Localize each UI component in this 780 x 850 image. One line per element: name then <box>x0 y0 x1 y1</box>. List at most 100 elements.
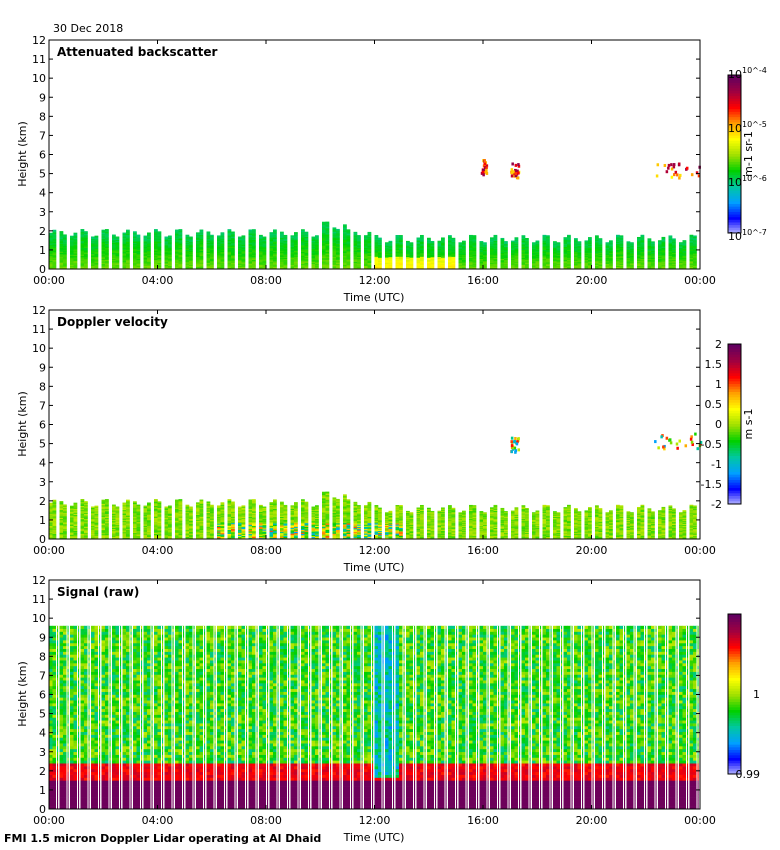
field-cell <box>343 224 347 227</box>
field-cell <box>553 262 557 264</box>
field-cell <box>252 229 256 231</box>
field-cell <box>59 245 64 247</box>
field-cell <box>546 252 550 254</box>
field-cell <box>105 251 109 254</box>
field-cell <box>91 262 95 264</box>
field-cell <box>514 252 519 254</box>
field-cell <box>126 266 130 268</box>
field-cell <box>80 247 85 250</box>
field-cell <box>105 243 109 246</box>
field-cell <box>588 261 592 263</box>
field-cell <box>420 248 424 251</box>
field-cell <box>259 250 263 253</box>
field-cell <box>248 241 253 243</box>
field-cell <box>378 255 382 257</box>
field-cell <box>430 266 435 268</box>
field-cell <box>441 245 445 248</box>
field-cell <box>399 249 403 252</box>
field-cell <box>252 230 256 233</box>
field-cell <box>164 249 169 251</box>
field-cell <box>427 237 431 240</box>
field-cell <box>133 238 137 241</box>
field-cell <box>479 262 484 264</box>
field-cell <box>189 244 193 246</box>
field-cell <box>553 263 557 265</box>
field-cell <box>311 260 316 262</box>
field-cell <box>91 239 95 242</box>
field-cell <box>126 245 130 247</box>
field-cell <box>178 263 183 266</box>
field-cell <box>143 505 148 507</box>
field-cell <box>525 250 529 252</box>
field-cell <box>595 256 599 259</box>
field-cell <box>122 260 127 263</box>
y-tick-label: 5 <box>39 168 46 181</box>
field-cell <box>206 257 211 260</box>
field-cell <box>84 234 88 237</box>
field-cell <box>500 249 505 251</box>
field-cell <box>416 254 421 256</box>
field-cell <box>514 237 519 239</box>
field-cell <box>168 237 172 240</box>
field-cell <box>91 245 95 247</box>
field-cell <box>231 231 235 234</box>
field-cell <box>143 263 148 265</box>
field-cell <box>259 266 263 269</box>
field-cell <box>353 238 358 240</box>
field-cell <box>563 246 568 249</box>
field-cell <box>280 240 284 242</box>
field-cell <box>315 236 319 238</box>
field-cell <box>409 255 414 257</box>
field-cell <box>220 502 225 504</box>
field-cell <box>490 238 494 240</box>
field-cell <box>574 257 578 260</box>
field-cell <box>441 251 445 253</box>
field-cell <box>504 254 508 256</box>
field-cell <box>252 239 256 242</box>
cloud-pixel <box>655 174 659 178</box>
field-cell <box>73 241 78 243</box>
field-cell <box>164 236 169 238</box>
field-cell <box>546 235 550 237</box>
field-cell <box>500 258 505 260</box>
field-cell <box>336 239 340 242</box>
field-cell <box>451 248 456 250</box>
field-cell <box>315 238 319 241</box>
field-cell <box>364 257 368 260</box>
field-cell <box>164 262 169 264</box>
field-cell <box>626 241 631 243</box>
field-cell <box>52 254 57 257</box>
field-cell <box>238 244 242 246</box>
field-cell <box>217 255 221 257</box>
field-cell <box>252 237 256 239</box>
field-cell <box>598 242 603 244</box>
field-cell <box>353 257 358 260</box>
field-cell <box>395 250 400 253</box>
field-cell <box>577 260 582 262</box>
field-cell <box>304 261 309 264</box>
field-cell <box>427 241 431 244</box>
field-cell <box>280 241 284 244</box>
field-cell <box>136 264 141 266</box>
field-cell <box>157 242 162 245</box>
field-cell <box>406 266 410 268</box>
field-cell <box>290 265 295 268</box>
field-cell <box>73 258 78 260</box>
field-cell <box>448 262 452 264</box>
field-cell <box>514 248 519 251</box>
field-cell <box>280 250 284 252</box>
field-cell <box>504 247 508 249</box>
field-cell <box>322 259 326 262</box>
field-cell <box>504 243 508 246</box>
field-cell <box>567 241 571 244</box>
field-cell <box>567 235 571 238</box>
field-cell <box>199 257 204 259</box>
field-cell <box>105 241 109 243</box>
field-cell <box>252 266 256 268</box>
field-cell <box>462 243 466 245</box>
field-cell <box>490 260 494 262</box>
field-cell <box>196 237 200 239</box>
field-cell <box>448 235 452 237</box>
field-cell <box>164 264 169 267</box>
field-cell <box>252 245 256 247</box>
